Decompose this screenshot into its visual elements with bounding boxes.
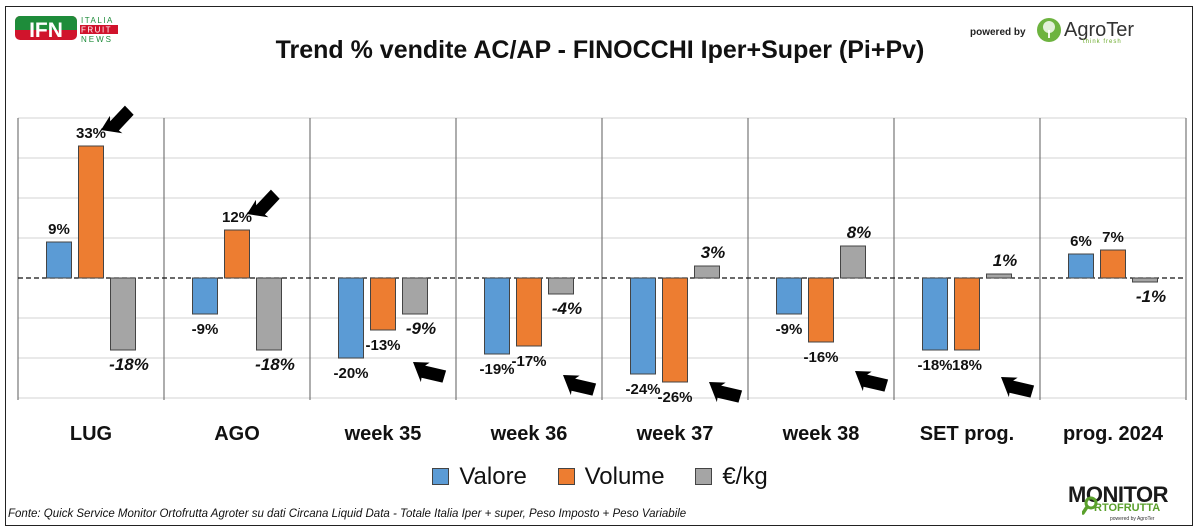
arrow-icon (413, 362, 447, 383)
agroter-tagline: think fresh (1083, 39, 1122, 45)
ifn-logo: IFN ITALIA FRUIT NEWS (15, 14, 127, 49)
ifn-line2: FRUIT (81, 26, 112, 35)
data-label: 8% (847, 223, 872, 242)
data-label: -9% (776, 321, 803, 338)
legend-swatch-volume (557, 468, 575, 485)
arrow-icon (101, 105, 134, 134)
bar-volume (78, 145, 104, 279)
bar-valore (776, 277, 802, 315)
data-label: 1% (993, 251, 1018, 270)
arrow-icon (855, 371, 889, 392)
data-label: -19% (479, 361, 514, 378)
data-label: -16% (803, 349, 838, 366)
category-label: week 38 (782, 423, 860, 445)
bar-kg (402, 277, 428, 315)
source-note: Fonte: Quick Service Monitor Ortofrutta … (8, 508, 687, 520)
category-label: prog. 2024 (1063, 423, 1164, 445)
legend: Valore Volume €/kg (0, 463, 1200, 491)
data-label: -26% (657, 389, 692, 406)
data-label: -18% (109, 355, 149, 374)
agroter-name: AgroTer (1064, 19, 1135, 41)
monitor-logo-line2: RTOFRUTTA (1094, 502, 1161, 514)
data-label: -24% (625, 381, 660, 398)
ifn-letters: IFN (29, 19, 63, 42)
arrow-icon (247, 189, 280, 218)
category-label: week 37 (636, 423, 714, 445)
arrow-icon (1001, 377, 1035, 398)
legend-item-valore: Valore (432, 463, 527, 491)
category-label: AGO (214, 423, 260, 445)
legend-swatch-eurokg (695, 468, 713, 485)
data-label: -18% (255, 355, 295, 374)
category-label: week 36 (490, 423, 568, 445)
data-label: -1% (1136, 287, 1166, 306)
arrow-icon (563, 375, 597, 396)
data-label: -9% (192, 321, 219, 338)
bar-kg (840, 245, 866, 279)
bar-valore (192, 277, 218, 315)
data-label: -4% (552, 299, 582, 318)
ifn-line1: ITALIA (81, 16, 114, 25)
data-label: 33% (76, 125, 106, 142)
bar-volume (808, 277, 834, 343)
bar-kg (986, 273, 1012, 279)
chart-title: Trend % vendite AC/AP - FINOCCHI Iper+Su… (275, 36, 925, 64)
legend-label-valore: Valore (459, 463, 527, 490)
data-label: 6% (1070, 233, 1092, 250)
magnifier-icon (1082, 496, 1098, 515)
legend-swatch-valore (432, 468, 450, 485)
bar-volume (516, 277, 542, 347)
powered-by-label: powered by (970, 27, 1026, 38)
bar-volume (1100, 249, 1126, 279)
data-label: 12% (222, 209, 252, 226)
bar-volume (370, 277, 396, 331)
data-label: 9% (48, 221, 70, 238)
bar-valore (46, 241, 72, 279)
data-label: -18% (917, 357, 952, 374)
legend-item-volume: Volume (557, 463, 665, 491)
data-label: -20% (333, 365, 368, 382)
bar-volume (662, 277, 688, 383)
legend-item-eurokg: €/kg (695, 463, 768, 491)
bar-kg (1132, 277, 1158, 283)
bar-valore (922, 277, 948, 351)
bar-kg (110, 277, 136, 351)
legend-label-volume: Volume (584, 463, 665, 490)
data-label: -13% (365, 337, 400, 354)
bar-valore (484, 277, 510, 355)
tree-icon (1036, 17, 1062, 48)
bar-valore (338, 277, 364, 359)
legend-label-eurokg: €/kg (722, 463, 768, 490)
category-label: week 35 (344, 423, 422, 445)
bar-volume (954, 277, 980, 351)
data-label: 18% (952, 357, 982, 374)
data-label: -9% (406, 319, 436, 338)
data-label: 3% (701, 243, 726, 262)
category-label: SET prog. (920, 423, 1014, 445)
ifn-line3: NEWS (81, 35, 113, 44)
data-label: -17% (511, 353, 546, 370)
chart-frame (5, 6, 1193, 526)
data-label: 7% (1102, 229, 1124, 246)
bar-kg (256, 277, 282, 351)
monitor-ortofrutta-logo: MONITOR RTOFRUTTA powered by AgroTer (1068, 482, 1168, 522)
monitor-logo-small: powered by AgroTer (1110, 516, 1155, 522)
bar-valore (630, 277, 656, 375)
arrow-icon (709, 382, 743, 403)
bar-valore (1068, 253, 1094, 279)
category-label: LUG (70, 423, 112, 445)
bar-kg (694, 265, 720, 279)
bar-kg (548, 277, 574, 295)
bar-volume (224, 229, 250, 279)
